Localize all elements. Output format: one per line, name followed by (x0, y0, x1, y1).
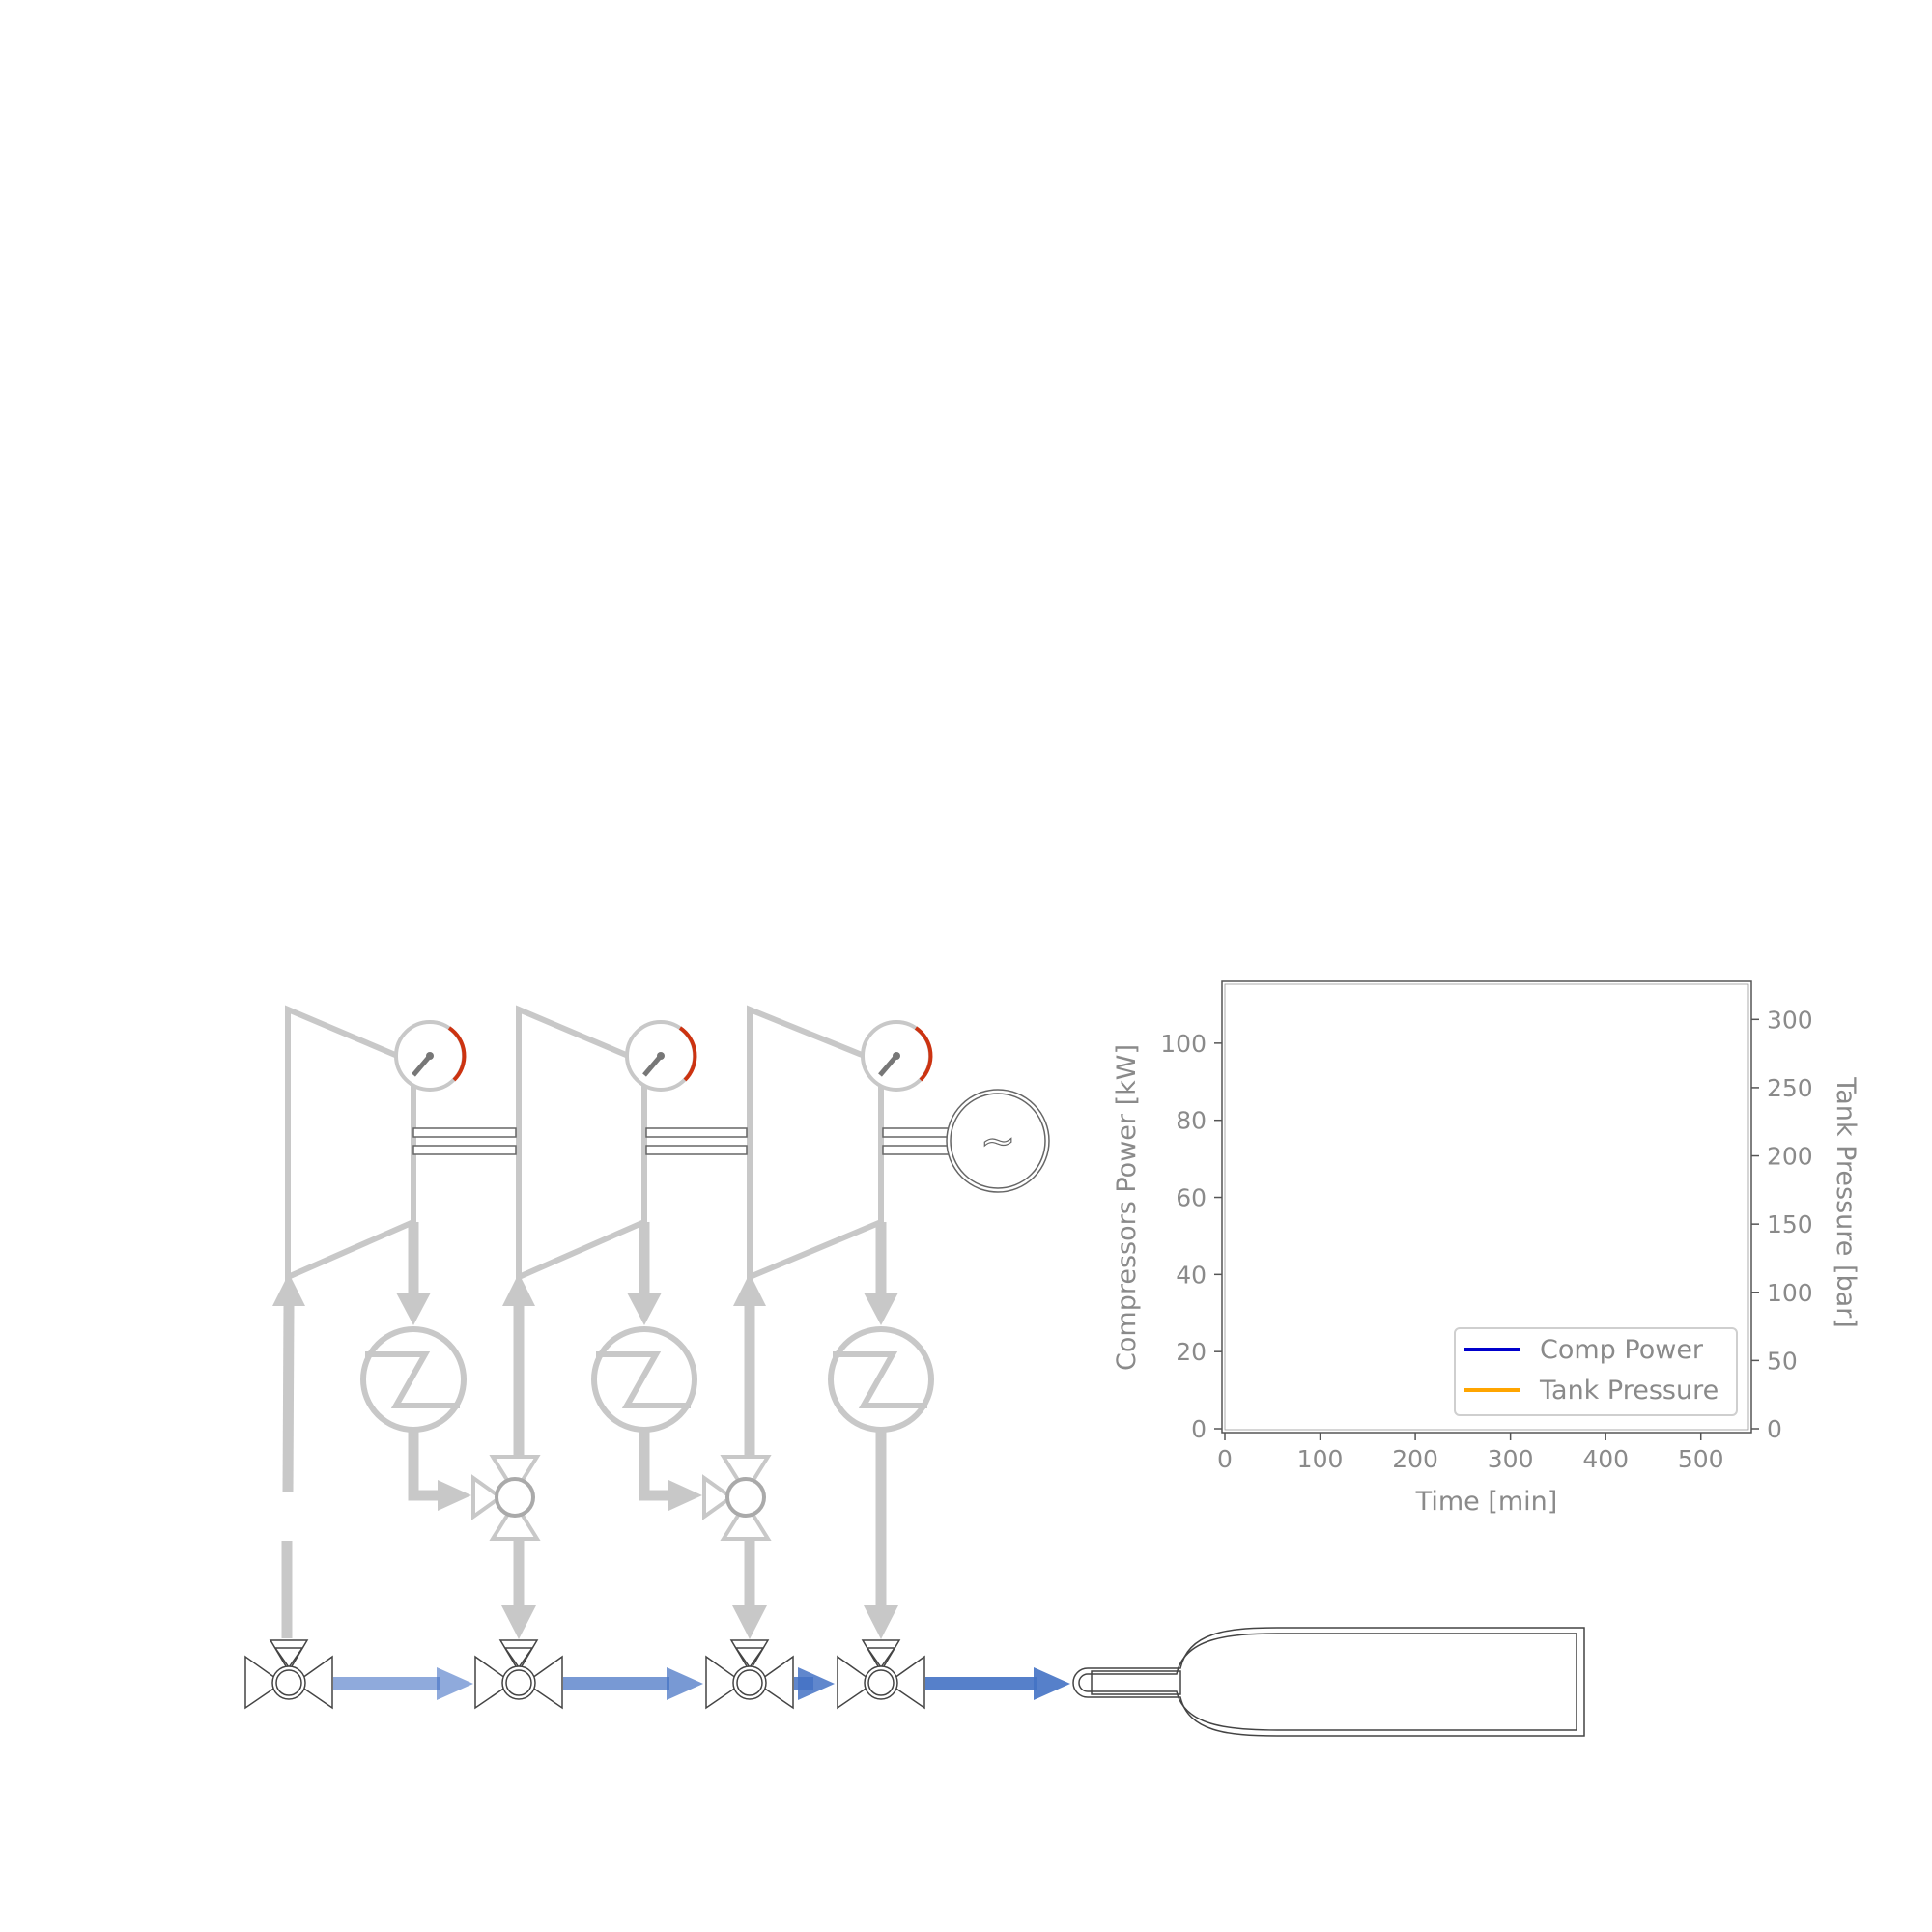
cooler-3 (828, 1326, 934, 1433)
check-valve-1 (471, 1455, 541, 1541)
manifold-valve-4 (837, 1639, 925, 1710)
y-axis-left-label: Compressors Power [kW] (1112, 1044, 1142, 1371)
flow-arrow-3 (794, 1667, 835, 1700)
manifold-valve-1 (244, 1639, 333, 1710)
storage-tank (1072, 1627, 1585, 1737)
flow-arrow-1 (333, 1667, 473, 1700)
compressor-2-body (516, 1005, 647, 1282)
y2-tick-label: 150 (1767, 1210, 1813, 1238)
generator-symbol: ~ (980, 1117, 1016, 1166)
x-tick-label: 300 (1488, 1445, 1534, 1473)
y2-tick-label: 100 (1767, 1279, 1813, 1307)
x-tick-label: 200 (1392, 1445, 1438, 1473)
check-valve-2 (702, 1455, 772, 1541)
compressor-stage-1 (285, 1005, 416, 1282)
x-axis-ticks: 0 100 200 300 400 500 (1217, 1433, 1724, 1473)
y2-tick-label: 50 (1767, 1347, 1798, 1375)
performance-chart: 0 100 200 300 400 500 0 20 40 60 80 100 0 50 100 150 2… (1112, 980, 1861, 1517)
y-tick-label: 80 (1176, 1107, 1207, 1135)
y2-tick-label: 200 (1767, 1143, 1813, 1171)
x-tick-label: 400 (1582, 1445, 1629, 1473)
y2-tick-label: 250 (1767, 1074, 1813, 1102)
y-tick-label: 20 (1176, 1338, 1207, 1366)
generator: ~ (946, 1089, 1050, 1193)
cooler-2 (591, 1326, 697, 1433)
pressure-gauge-1 (394, 1020, 467, 1092)
y-tick-label: 40 (1176, 1261, 1207, 1289)
y-tick-label: 60 (1176, 1184, 1207, 1212)
compressor-stage-2 (516, 1005, 647, 1282)
manifold-valve-3 (705, 1639, 794, 1710)
compressor-1-body (285, 1005, 416, 1282)
cooler-1 (360, 1326, 467, 1433)
y-axis-right-label: Tank Pressure [bar] (1831, 1076, 1861, 1328)
x-axis-label: Time [min] (1415, 1487, 1558, 1517)
manifold-valve-2 (474, 1639, 563, 1710)
flow-arrow-2 (563, 1667, 703, 1700)
x-tick-label: 0 (1217, 1445, 1233, 1473)
legend-label-tank-pressure: Tank Pressure (1539, 1376, 1719, 1406)
y-tick-label: 100 (1160, 1030, 1207, 1058)
legend: Comp Power Tank Pressure (1454, 1327, 1738, 1416)
pressure-gauge-3 (861, 1020, 933, 1092)
x-tick-label: 100 (1297, 1445, 1344, 1473)
legend-label-comp-power: Comp Power (1540, 1335, 1704, 1365)
gray-piping (272, 1222, 898, 1639)
legend-box (1454, 1327, 1738, 1416)
pressure-gauge-2 (625, 1020, 697, 1092)
y-axis-right-ticks: 0 50 100 150 200 250 300 (1751, 1006, 1813, 1443)
y-tick-label: 0 (1191, 1415, 1207, 1443)
y2-tick-label: 300 (1767, 1006, 1813, 1034)
drive-shaft (412, 1127, 952, 1155)
y2-tick-label: 0 (1767, 1415, 1782, 1443)
flow-arrow-4 (925, 1667, 1070, 1700)
y-axis-left-ticks: 0 20 40 60 80 100 (1160, 1030, 1222, 1443)
x-tick-label: 500 (1678, 1445, 1724, 1473)
